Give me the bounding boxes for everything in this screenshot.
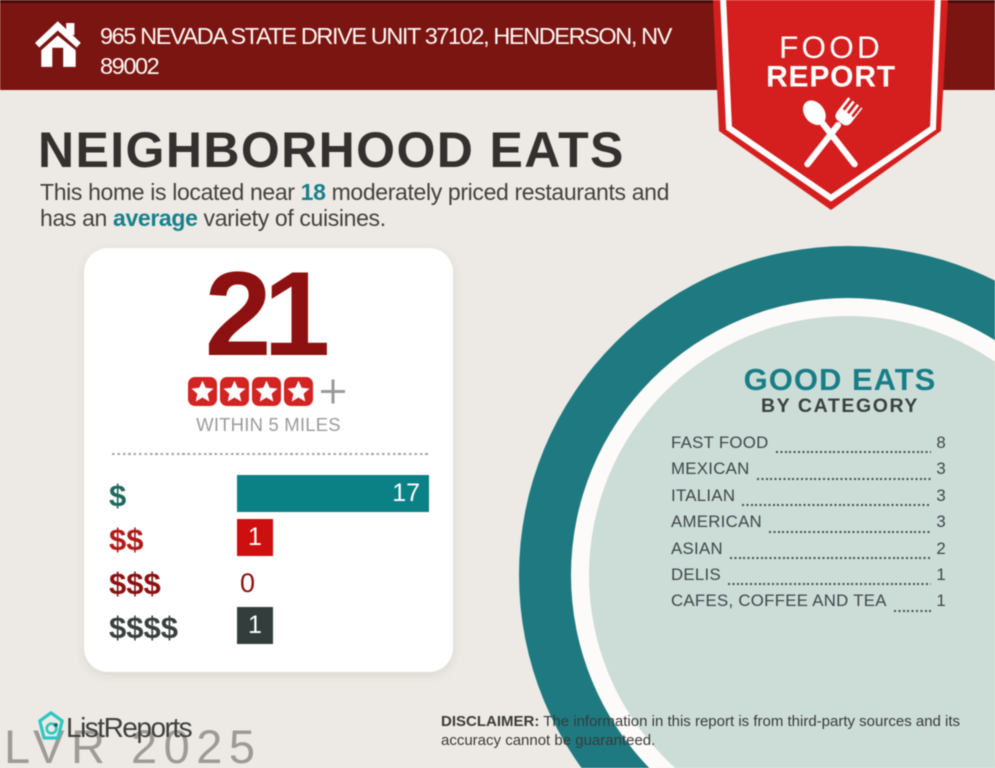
svg-text:REPORT: REPORT — [766, 61, 896, 94]
svg-text:FOOD: FOOD — [779, 29, 883, 65]
